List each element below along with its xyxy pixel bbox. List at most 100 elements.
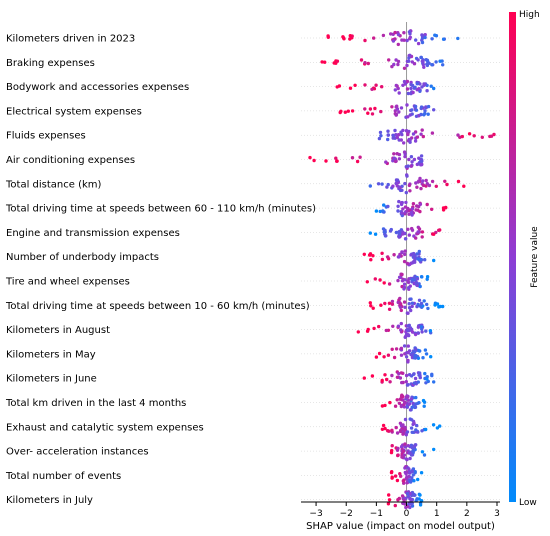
shap-point	[413, 470, 417, 474]
x-axis-label: SHAP value (impact on model output)	[306, 521, 495, 532]
shap-point	[406, 444, 410, 448]
shap-point	[423, 33, 427, 37]
shap-point	[419, 55, 423, 60]
shap-point	[350, 156, 355, 160]
shap-point	[420, 85, 424, 89]
shap-point	[398, 305, 403, 309]
shap-point	[412, 157, 417, 162]
shap-point	[389, 227, 393, 232]
feature-label: Kilometers driven in 2023	[6, 34, 135, 45]
shap-point	[417, 298, 422, 302]
shap-point	[432, 447, 436, 452]
feature-label: Engine and transmission expenses	[6, 228, 180, 239]
shap-point	[409, 426, 414, 430]
shap-point	[420, 128, 424, 132]
shap-point	[406, 132, 410, 137]
shap-point	[392, 253, 396, 257]
colorbar: High Low Feature value	[509, 10, 540, 508]
shap-point	[423, 35, 427, 40]
shap-point	[402, 285, 407, 290]
shap-point	[407, 373, 412, 377]
shap-point	[412, 278, 416, 282]
shap-point	[394, 83, 398, 88]
shap-point	[421, 398, 426, 403]
shap-point	[378, 278, 382, 282]
shap-point	[390, 302, 395, 306]
shap-point	[410, 304, 414, 309]
shap-point	[414, 208, 418, 212]
shap-point	[409, 253, 413, 257]
shap-point	[405, 79, 410, 84]
shap-point	[414, 236, 418, 240]
shap-point	[363, 107, 367, 111]
shap-point	[397, 199, 401, 204]
shap-point	[395, 152, 399, 156]
shap-point	[403, 417, 408, 422]
shap-point	[390, 470, 394, 474]
shap-point	[413, 353, 418, 358]
shap-point	[425, 182, 429, 186]
shap-point	[417, 401, 421, 405]
shap-point	[387, 493, 391, 497]
shap-point	[409, 297, 413, 301]
shap-point	[395, 135, 399, 140]
shap-point	[380, 85, 384, 89]
shap-point	[342, 37, 346, 41]
shap-point	[412, 62, 417, 66]
shap-point	[399, 404, 404, 409]
shap-point	[422, 65, 426, 69]
shap-point	[343, 110, 347, 114]
shap-point	[416, 302, 420, 307]
shap-point	[423, 348, 428, 352]
shap-point	[350, 109, 355, 113]
shap-point	[430, 37, 434, 41]
shap-point	[433, 303, 437, 307]
shap-point	[404, 395, 408, 399]
shap-point	[394, 230, 399, 235]
shap-point	[381, 33, 386, 38]
shap-point	[408, 491, 412, 496]
shap-point	[403, 305, 407, 309]
shap-point	[402, 141, 406, 145]
colorbar-low-label: Low	[519, 498, 537, 508]
shap-point	[402, 282, 407, 286]
shap-point	[456, 179, 461, 184]
shap-point	[389, 32, 393, 36]
shap-point	[435, 426, 440, 430]
shap-point	[417, 87, 421, 91]
shap-point	[384, 160, 388, 164]
shap-point	[424, 178, 428, 183]
colorbar-high-label: High	[519, 10, 540, 20]
shap-point	[404, 200, 408, 205]
shap-point	[416, 331, 420, 335]
shap-point	[323, 60, 327, 64]
shap-point	[414, 395, 418, 400]
shap-point	[396, 133, 401, 137]
shap-point	[408, 140, 412, 144]
shap-point	[339, 109, 343, 114]
shap-point	[417, 373, 421, 377]
shap-point	[408, 480, 413, 484]
shap-point	[407, 233, 411, 237]
shap-point	[419, 325, 424, 329]
shap-point	[421, 179, 425, 183]
feature-label: Over- acceleration instances	[6, 447, 149, 458]
shap-point	[407, 157, 411, 162]
shap-point	[416, 380, 420, 384]
shap-point	[402, 66, 407, 71]
x-tick-label: −1	[370, 509, 383, 519]
shap-point	[410, 213, 414, 217]
shap-point	[393, 128, 397, 133]
shap-point	[386, 429, 390, 433]
shap-point	[401, 449, 406, 454]
shap-point	[400, 494, 405, 498]
colorbar-title: Feature value	[530, 226, 540, 288]
feature-label: Number of underbody impacts	[6, 252, 159, 263]
shap-point	[400, 455, 404, 459]
shap-point	[407, 30, 412, 34]
shap-point	[394, 425, 398, 430]
shap-point	[432, 258, 436, 263]
shap-point	[401, 207, 405, 211]
shap-point	[413, 139, 418, 143]
shap-point	[406, 91, 410, 96]
